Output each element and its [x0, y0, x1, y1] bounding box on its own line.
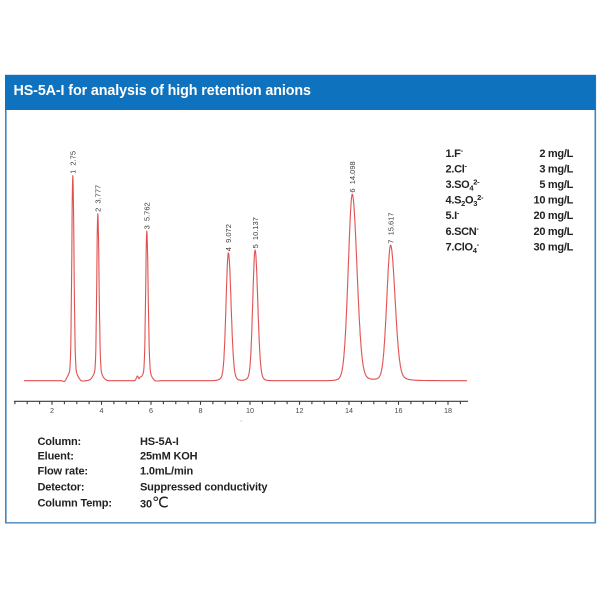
svg-text:Detector:: Detector: — [38, 481, 85, 493]
svg-text:30℃: 30℃ — [140, 496, 169, 512]
svg-text:2 mg/L: 2 mg/L — [539, 148, 573, 160]
svg-text:4 9.072: 4 9.072 — [224, 224, 233, 251]
svg-text:Flow rate:: Flow rate: — [38, 466, 88, 478]
svg-text:1.F-: 1.F- — [446, 146, 464, 160]
svg-text:Column Temp:: Column Temp: — [38, 498, 112, 510]
svg-text:30 mg/L: 30 mg/L — [534, 241, 574, 253]
svg-text:18: 18 — [444, 406, 452, 415]
svg-text:2: 2 — [50, 406, 54, 415]
svg-text:10: 10 — [246, 406, 254, 415]
svg-text:20 mg/L: 20 mg/L — [534, 226, 574, 238]
svg-text:10 mg/L: 10 mg/L — [534, 195, 574, 207]
svg-text:3 5.762: 3 5.762 — [143, 202, 152, 229]
svg-text:14: 14 — [345, 406, 353, 415]
svg-text:1.0mL/min: 1.0mL/min — [140, 466, 193, 478]
svg-text:6: 6 — [149, 406, 153, 415]
svg-text:HS-5A-I: HS-5A-I — [140, 436, 179, 448]
svg-text:12: 12 — [296, 406, 304, 415]
svg-text:7 15.617: 7 15.617 — [386, 212, 395, 243]
svg-text:25mM KOH: 25mM KOH — [140, 451, 198, 463]
svg-text:6.SCN-: 6.SCN- — [446, 224, 480, 238]
svg-text:HS-5A-I for analysis of high r: HS-5A-I for analysis of high retention a… — [14, 83, 312, 99]
svg-text:6 14.098: 6 14.098 — [348, 161, 357, 192]
svg-text:1 2.75: 1 2.75 — [69, 151, 78, 174]
svg-text:Suppressed conductivity: Suppressed conductivity — [140, 481, 268, 493]
svg-text:20 mg/L: 20 mg/L — [534, 210, 574, 222]
svg-text:2 3.777: 2 3.777 — [94, 185, 103, 212]
svg-text:4: 4 — [100, 406, 104, 415]
svg-text:7.ClO4-: 7.ClO4- — [446, 240, 480, 255]
svg-text:5.I-: 5.I- — [446, 208, 460, 222]
svg-text:5 10.137: 5 10.137 — [251, 217, 260, 248]
svg-text:8: 8 — [199, 406, 203, 415]
svg-text:5 mg/L: 5 mg/L — [539, 179, 573, 191]
svg-text:3 mg/L: 3 mg/L — [539, 163, 573, 175]
svg-text:16: 16 — [395, 406, 403, 415]
svg-text:Column:: Column: — [38, 436, 82, 448]
svg-text:2.Cl-: 2.Cl- — [446, 162, 468, 176]
svg-text:Eluent:: Eluent: — [38, 451, 74, 463]
